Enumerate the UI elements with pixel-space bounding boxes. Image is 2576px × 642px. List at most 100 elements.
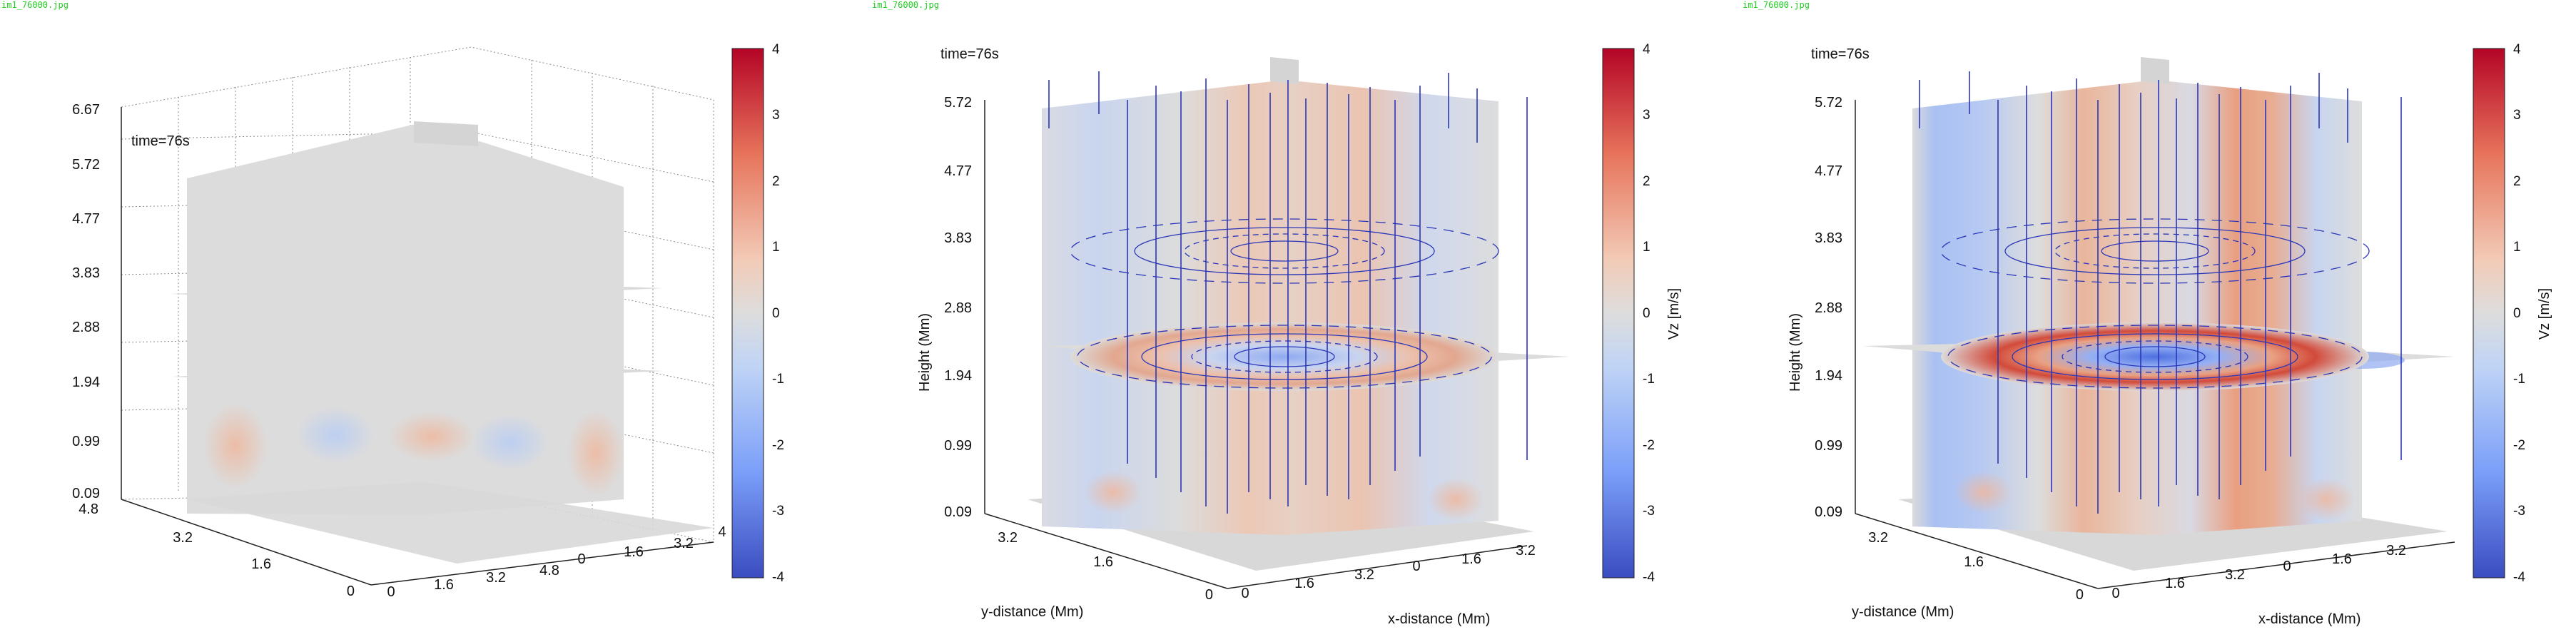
panel-2-y-tick: 1.6 xyxy=(1093,554,1113,570)
panel-2-y-ticks: 0 1.6 3.2 xyxy=(998,530,1213,603)
panel-1-z-tick: 0.09 xyxy=(72,486,100,501)
panel-2-filename: im1_76000.jpg xyxy=(872,0,939,10)
panel-2-x-tick: 0 xyxy=(1412,559,1420,574)
panel-3-cbar-tick: 0 xyxy=(2513,306,2521,321)
panel-1-colorbar: 4 3 2 1 0 -1 -2 -3 -4 xyxy=(731,42,784,585)
panel-3-z-tick: 5.72 xyxy=(1815,95,1842,111)
panel-1-x-tick: 4 xyxy=(718,524,726,540)
panel-2-z-ticks: 0.09 0.99 1.94 2.88 3.83 4.77 5.72 xyxy=(944,95,972,520)
panel-2-z-tick: 3.83 xyxy=(944,230,972,246)
panel-1-cbar-tick: 3 xyxy=(772,108,780,123)
panel-2-axes xyxy=(984,100,1528,589)
panel-2-cbar-tick: 2 xyxy=(1643,174,1650,189)
panel-2-cbar-label: Vz [m/s] xyxy=(1666,288,1682,340)
panel-2-colorbar: 4 3 2 1 0 -1 -2 -3 -4 Vz [m/s] xyxy=(1602,42,1682,585)
panel-2-slices xyxy=(1028,57,1570,571)
panel-2-field-lines xyxy=(1048,71,1528,514)
panel-1-cbar-tick: -1 xyxy=(772,372,784,387)
panel-1-cbar-tick: 4 xyxy=(772,42,780,57)
panel-3-y-tick: 0 xyxy=(2076,587,2084,603)
panel-1-x-tick: 1.6 xyxy=(434,577,454,593)
panel-2-x-tick: 1.6 xyxy=(1294,576,1314,591)
panel-2-cbar-tick: -1 xyxy=(1643,372,1655,387)
panel-1-filename: im1_76000.jpg xyxy=(1,0,69,10)
panel-3-y-tick: 3.2 xyxy=(1868,530,1888,546)
panel-1-x-tick: 3.2 xyxy=(674,536,694,551)
panel-2-cbar-tick: -2 xyxy=(1643,438,1655,453)
panel-1-y-tick: 3.2 xyxy=(173,530,193,546)
panel-1-z-tick: 1.94 xyxy=(72,374,100,390)
panel-1-cbar-tick: 0 xyxy=(772,306,780,321)
panel-1-axes xyxy=(121,107,714,586)
panel-1-y-tick: 1.6 xyxy=(251,556,271,572)
panel-1-z-tick: 0.99 xyxy=(72,434,100,449)
panel-1-x-tick: 0 xyxy=(387,584,395,600)
panel-1-y-ticks: 0 1.6 3.2 4.8 xyxy=(78,501,355,599)
panel-3-cbar-tick: -4 xyxy=(2513,570,2525,585)
panel-3-time-label: time=76s xyxy=(1811,46,1870,62)
panel-3-y-ticks: 0 1.6 3.2 xyxy=(1868,530,2084,603)
panel-3-x-tick: 3.2 xyxy=(2386,543,2406,559)
panel-3: im1_76000.jpg xyxy=(1743,0,2552,627)
panel-1-time-label: time=76s xyxy=(131,133,190,149)
panel-3-z-tick: 1.94 xyxy=(1815,368,1842,384)
panel-3-contours xyxy=(1940,218,2370,389)
panel-2-z-tick: 5.72 xyxy=(944,95,972,111)
panel-3-cbar-tick: -2 xyxy=(2513,438,2525,453)
panel-1-z-tick: 5.72 xyxy=(72,157,100,173)
panel-3-z-tick: 0.99 xyxy=(1815,438,1842,454)
panel-1-x-tick: 1.6 xyxy=(624,544,644,560)
panel-3-cbar-tick: -1 xyxy=(2513,372,2525,387)
panel-3-cbar-tick: 1 xyxy=(2513,240,2521,255)
panel-1-z-tick: 4.77 xyxy=(72,211,100,227)
panel-2-z-tick: 0.09 xyxy=(944,504,972,520)
panel-3-cbar-tick: 4 xyxy=(2513,42,2521,57)
panel-1-x-tick: 0 xyxy=(577,551,585,567)
panel-2-cbar-tick: 0 xyxy=(1643,306,1650,321)
panel-3-x-tick: 1.6 xyxy=(2332,551,2352,567)
panel-1-x-ticks: 0 1.6 3.2 4.8 0 1.6 3.2 4 xyxy=(387,524,726,600)
panel-2-x-tick: 3.2 xyxy=(1516,543,1536,559)
panel-3-z-tick: 2.88 xyxy=(1815,300,1842,316)
panel-3-filename: im1_76000.jpg xyxy=(1743,0,1810,10)
panel-3-x-tick: 3.2 xyxy=(2225,567,2245,583)
panel-3-z-tick: 4.77 xyxy=(1815,163,1842,179)
panel-1-y-tick: 0 xyxy=(347,584,355,599)
panel-2-time-label: time=76s xyxy=(940,46,999,62)
panel-3-cbar-tick: 3 xyxy=(2513,108,2521,123)
panel-1-slices xyxy=(171,121,714,564)
panel-2-y-label: y-distance (Mm) xyxy=(981,604,1083,620)
panel-2-y-tick: 0 xyxy=(1205,587,1213,603)
panel-1-x-tick: 3.2 xyxy=(486,570,506,586)
panel-2-cbar-tick: -4 xyxy=(1643,570,1655,585)
panel-3-y-tick: 1.6 xyxy=(1964,554,1984,570)
panel-2-z-tick: 0.99 xyxy=(944,438,972,454)
panel-3-x-ticks: 0 1.6 3.2 0 1.6 3.2 xyxy=(2111,543,2405,601)
panel-3-y-label: y-distance (Mm) xyxy=(1852,604,1954,620)
panel-2-x-label: x-distance (Mm) xyxy=(1388,611,1490,627)
panel-2-cbar-tick: -3 xyxy=(1643,504,1655,519)
panel-2-cbar-tick: 1 xyxy=(1643,240,1650,255)
panel-2-contours xyxy=(1070,218,1499,389)
panel-3-z-tick: 0.09 xyxy=(1815,504,1842,520)
panel-1-z-tick: 2.88 xyxy=(72,320,100,335)
panel-1-y-tick: 4.8 xyxy=(78,501,98,517)
panel-2: im1_76000.jpg xyxy=(872,0,1682,627)
panel-3-x-tick: 1.6 xyxy=(2165,576,2185,591)
panel-2-cbar-tick: 3 xyxy=(1643,108,1650,123)
panel-2-cbar-tick: 4 xyxy=(1643,42,1650,57)
panel-1-cbar-tick: 1 xyxy=(772,240,780,255)
panel-3-cbar-tick: -3 xyxy=(2513,504,2525,519)
panel-3-x-tick: 0 xyxy=(2283,559,2291,574)
panel-3-field-lines xyxy=(1919,71,2402,514)
panel-3-x-tick: 0 xyxy=(2111,586,2119,601)
panel-1-cbar-tick: 2 xyxy=(772,174,780,189)
panel-1-cbar-tick: -2 xyxy=(772,438,784,453)
panel-2-z-tick: 4.77 xyxy=(944,163,972,179)
panel-2-z-label: Height (Mm) xyxy=(917,313,933,392)
panel-1-z-tick: 3.83 xyxy=(72,265,100,281)
panel-3-z-ticks: 0.09 0.99 1.94 2.88 3.83 4.77 5.72 xyxy=(1815,95,1842,520)
panel-3-cbar-tick: 2 xyxy=(2513,174,2521,189)
panel-1: im1_76000.jpg xyxy=(1,0,784,600)
